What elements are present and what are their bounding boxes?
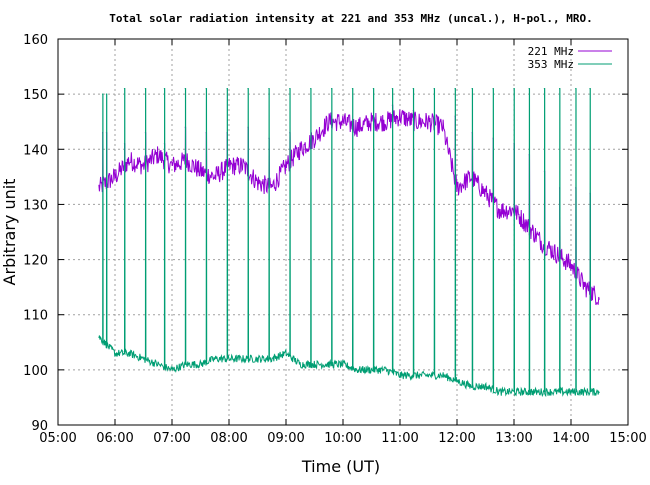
- y-tick-label-110: 110: [23, 309, 48, 324]
- x-tick-label-06-00: 06:00: [96, 431, 133, 446]
- x-axis-label: Time (UT): [301, 457, 380, 476]
- x-tick-label-07-00: 07:00: [153, 431, 190, 446]
- series-line-353-mhz: [98, 88, 600, 398]
- y-tick-label-160: 160: [23, 33, 48, 48]
- x-tick-label-10-00: 10:00: [324, 431, 361, 446]
- x-tick-label-15-00: 15:00: [609, 431, 646, 446]
- x-tick-label-05-00: 05:00: [39, 431, 76, 446]
- x-tick-label-08-00: 08:00: [210, 431, 247, 446]
- chart-title: Total solar radiation intensity at 221 a…: [109, 12, 592, 25]
- x-tick-label-14-00: 14:00: [552, 431, 589, 446]
- series-line-221-mhz: [98, 104, 600, 306]
- x-tick-label-12-00: 12:00: [438, 431, 475, 446]
- legend-label-353-mhz: 353 MHz: [528, 58, 574, 71]
- x-tick-label-13-00: 13:00: [495, 431, 532, 446]
- x-tick-label-11-00: 11:00: [381, 431, 418, 446]
- y-axis-label: Arbitrary unit: [0, 179, 19, 286]
- y-tick-label-150: 150: [23, 88, 48, 103]
- series-layer: [98, 88, 600, 398]
- y-tick-label-100: 100: [23, 364, 48, 379]
- y-tick-label-140: 140: [23, 143, 48, 158]
- legend-label-221-mhz: 221 MHz: [528, 45, 574, 58]
- y-tick-label-120: 120: [23, 254, 48, 269]
- y-tick-label-130: 130: [23, 198, 48, 213]
- axis-ticks: 05:00 06:00 07:00 08:00 09:00 10:00 11:00 12:00…: [23, 33, 647, 446]
- legend: 221 MHz 353 MHz: [528, 45, 612, 71]
- y-tick-label-90: 90: [31, 419, 48, 434]
- x-tick-label-09-00: 09:00: [267, 431, 304, 446]
